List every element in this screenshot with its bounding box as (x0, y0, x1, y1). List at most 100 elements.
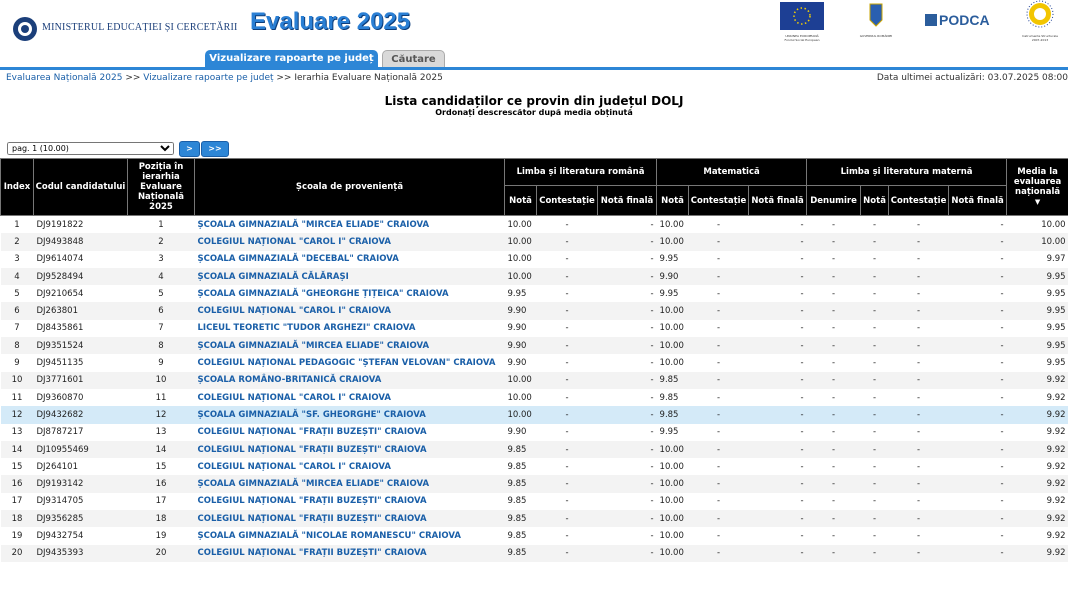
school-link[interactable]: LICEUL TEORETIC "TUDOR ARGHEZI" CRAIOVA (197, 323, 416, 334)
school-link[interactable]: ȘCOALA GIMNAZIALĂ "GHEORGHE ȚIȚEICA" CRA… (197, 288, 449, 299)
table-cell: - (597, 267, 657, 286)
school-link[interactable]: ȘCOALA GIMNAZIALĂ "MIRCEA ELIADE" CRAIOV… (194, 475, 505, 493)
table-cell: - (716, 254, 721, 265)
school-link[interactable]: ȘCOALA GIMNAZIALĂ "MIRCEA ELIADE" CRAIOV… (194, 337, 505, 355)
school-link[interactable]: ȘCOALA GIMNAZIALĂ "SF. GHEORGHE" CRAIOVA (194, 406, 505, 424)
logo-text: UNIUNEA EUROPEANĂ (785, 34, 819, 38)
breadcrumb-link[interactable]: Vizualizare rapoarte pe județ (143, 73, 274, 83)
school-link[interactable]: ȘCOALA GIMNAZIALĂ CĂLĂRAȘI (194, 267, 505, 286)
table-cell: 1 (158, 219, 164, 230)
table-cell: - (948, 475, 1007, 493)
table-cell: - (565, 461, 569, 472)
table-cell: - (1000, 254, 1004, 265)
table-cell: - (860, 371, 889, 389)
table-cell: 9.95 (1006, 267, 1068, 286)
school-link[interactable]: COLEGIUL NAȚIONAL "FRAȚII BUZEȘTI" CRAIO… (194, 510, 505, 528)
last-button[interactable]: >> (201, 141, 229, 157)
table-cell: 9.90 (656, 267, 689, 286)
table-cell: DJ264101 (36, 461, 79, 472)
table-cell: - (1000, 288, 1004, 299)
table-row: 20 DJ9435393 20 COLEGIUL NAȚIONAL "FRAȚII B… (0, 544, 1068, 562)
table-cell: - (1000, 496, 1004, 507)
tab[interactable]: Vizualizare rapoarte pe județ (205, 50, 378, 67)
table-cell: - (688, 406, 749, 424)
group-header: Limba și literatura română (503, 158, 658, 186)
breadcrumb-link[interactable]: Evaluarea Națională 2025 (6, 73, 123, 83)
school-link[interactable]: ȘCOALA GIMNAZIALĂ "DECEBAL" CRAIOVA (197, 254, 399, 265)
table-cell: - (832, 358, 836, 369)
table-cell: 10.00 (659, 496, 684, 507)
table-cell: - (873, 461, 877, 472)
table-cell: - (748, 233, 807, 251)
table-row: 11 DJ9360870 11 COLEGIUL NAȚIONAL "CAROL I"… (1, 389, 1068, 406)
school-link[interactable]: COLEGIUL NAȚIONAL "CAROL I" CRAIOVA (197, 392, 391, 403)
school-link[interactable]: COLEGIUL NAȚIONAL "FRAȚII BUZEȘTI" CRAIO… (197, 427, 427, 438)
school-link[interactable]: COLEGIUL NAȚIONAL "CAROL I" CRAIOVA (197, 461, 391, 472)
table-cell: - (688, 475, 749, 493)
school-link[interactable]: COLEGIUL NAȚIONAL PEDAGOGIC "ȘTEFAN VELO… (197, 358, 496, 369)
table-cell: 7 (158, 323, 164, 334)
table-body: 1 DJ9191822 1 ȘCOALA GIMNAZIALĂ "MIRCEA ELI… (0, 216, 1068, 562)
site-title: Evaluare 2025 (250, 8, 411, 35)
table-cell: - (597, 337, 657, 355)
table-cell: - (832, 288, 836, 299)
table-cell: 9.85 (507, 461, 527, 472)
table-cell: - (536, 371, 598, 389)
school-link[interactable]: ȘCOALA GIMNAZIALĂ "MIRCEA ELIADE" CRAIOV… (197, 219, 430, 230)
table-cell: 10.00 (659, 358, 684, 369)
table-cell: - (565, 323, 569, 334)
table-cell: - (832, 427, 836, 438)
table-row: 6 DJ263801 6 COLEGIUL NAȚIONAL "CAROL I" CR… (0, 302, 1068, 320)
table-cell: 9.85 (504, 544, 537, 562)
table-cell: - (806, 302, 861, 320)
table-cell: 9.92 (1006, 510, 1068, 528)
school-link[interactable]: COLEGIUL NAȚIONAL "FRAȚII BUZEȘTI" CRAIO… (197, 496, 427, 507)
table-cell: - (536, 406, 598, 424)
table-cell: 4 (0, 267, 34, 286)
school-link[interactable]: COLEGIUL NAȚIONAL "FRAȚII BUZEȘTI" CRAIO… (194, 544, 505, 562)
table-cell: DJ9432682 (33, 406, 128, 424)
table-cell: 9.85 (504, 475, 537, 493)
table-row: 15 DJ264101 15 COLEGIUL NAȚIONAL "CAROL I" … (1, 458, 1068, 475)
table-cell: 9.92 (1046, 530, 1066, 541)
table-cell: 9.92 (1006, 371, 1068, 389)
gov-crest (869, 3, 883, 27)
table-cell: - (888, 302, 949, 320)
table-cell: DJ9614074 (36, 254, 84, 265)
table-cell: - (873, 288, 877, 299)
table-cell: - (688, 267, 749, 286)
next-button[interactable]: > (179, 141, 200, 157)
breadcrumb: Evaluarea Națională 2025 >> Vizualizare … (6, 73, 443, 83)
table-cell: 10.00 (659, 530, 684, 541)
table-cell: 8 (0, 337, 34, 355)
table-cell: - (748, 371, 807, 389)
table-cell: DJ9356285 (33, 510, 128, 528)
table-cell: - (748, 267, 807, 286)
sub-header: Notă finală (596, 185, 658, 216)
school-link[interactable]: COLEGIUL NAȚIONAL "CAROL I" CRAIOVA (194, 233, 505, 251)
table-cell: - (860, 440, 889, 459)
table-row: 9 DJ9451135 9 COLEGIUL NAȚIONAL PEDAGOGIC "… (1, 354, 1068, 371)
table-cell: DJ9351524 (33, 337, 128, 355)
table-cell: DJ8435861 (36, 323, 84, 334)
tab[interactable]: Căutare (382, 50, 445, 67)
table-cell: 10.00 (659, 461, 684, 472)
table-cell: - (917, 254, 921, 265)
table-cell: - (748, 302, 807, 320)
table-cell: - (832, 461, 836, 472)
header-text: Media la evaluarea națională (1013, 167, 1062, 197)
page-select[interactable]: pag. 1 (10.00) (7, 142, 174, 155)
school-link[interactable]: ȘCOALA GIMNAZIALĂ "NICOLAE ROMANESCU" CR… (197, 530, 461, 541)
table-cell: - (565, 288, 569, 299)
table-cell: 9.90 (507, 427, 527, 438)
logo-podca: PODCA (925, 12, 990, 28)
table-cell: 8 (127, 337, 195, 355)
table-cell: - (873, 254, 877, 265)
table-cell: - (948, 544, 1007, 562)
school-link[interactable]: COLEGIUL NAȚIONAL "FRAȚII BUZEȘTI" CRAIO… (194, 440, 505, 459)
school-link[interactable]: COLEGIUL NAȚIONAL "CAROL I" CRAIOVA (194, 302, 505, 320)
school-link[interactable]: ȘCOALA ROMÂNO-BRITANICĂ CRAIOVA (194, 371, 505, 389)
column-header[interactable]: Media la evaluarea națională ▼ (1006, 158, 1068, 216)
table-cell: - (806, 337, 861, 355)
table-row: 16 DJ9193142 16 ȘCOALA GIMNAZIALĂ "MIRCEA E… (0, 475, 1068, 493)
